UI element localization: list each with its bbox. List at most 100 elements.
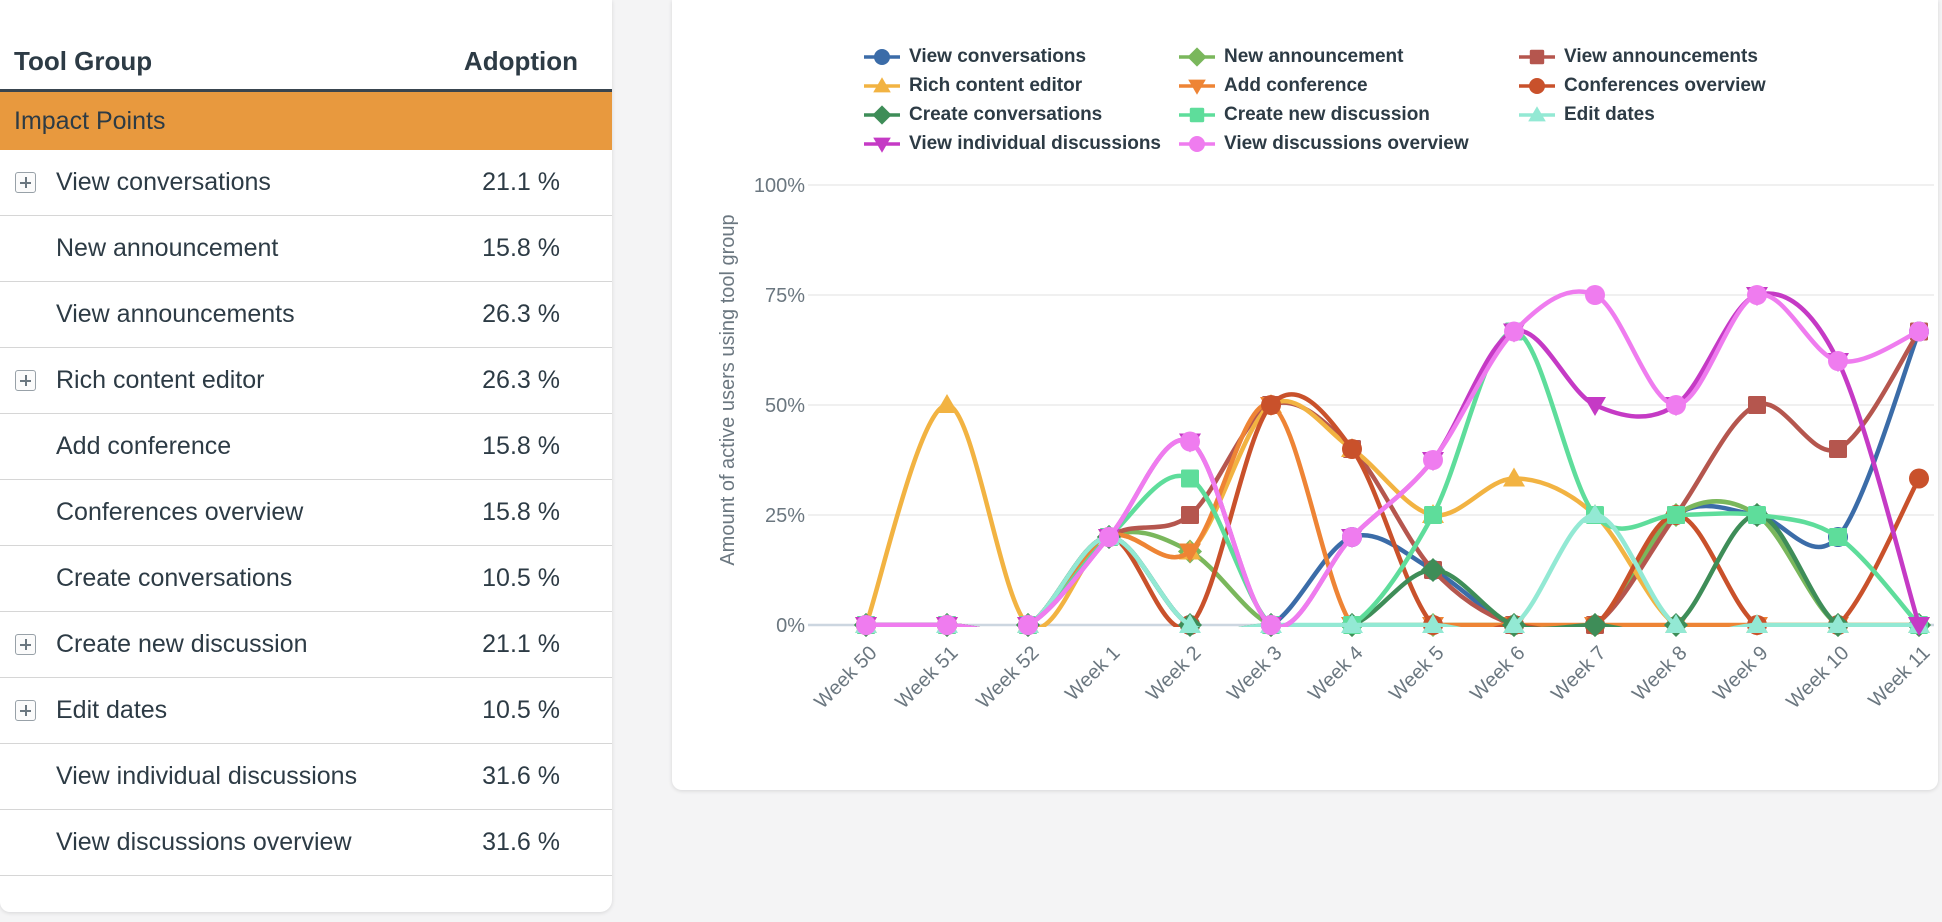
data-point-marker[interactable] <box>1189 136 1205 152</box>
data-point-marker[interactable] <box>1261 395 1281 415</box>
data-point-marker[interactable] <box>1180 431 1200 452</box>
tool-group-label: New announcement <box>56 234 279 262</box>
data-point-marker[interactable] <box>1829 528 1847 546</box>
series-view-conversations[interactable] <box>856 321 1929 637</box>
series-view-announcements[interactable] <box>857 322 1928 636</box>
data-point-marker[interactable] <box>1529 78 1545 94</box>
data-point-marker[interactable] <box>856 615 876 635</box>
legend-item-edit-dates[interactable]: Edit dates <box>1517 102 1655 128</box>
data-point-marker[interactable] <box>1748 396 1766 414</box>
data-point-marker[interactable] <box>1909 468 1929 489</box>
legend-marker-icon <box>1179 79 1215 95</box>
data-point-marker[interactable] <box>1829 440 1847 458</box>
series-rich-content-editor[interactable] <box>855 394 1930 633</box>
data-point-marker[interactable] <box>873 137 891 153</box>
legend-marker-icon <box>864 105 900 125</box>
legend-item-new-announcement[interactable]: New announcement <box>1177 44 1403 70</box>
data-point-marker[interactable] <box>937 615 957 635</box>
y-axis-tick-label: 0% <box>776 615 805 637</box>
legend-label: New announcement <box>1224 46 1404 67</box>
expand-row-button[interactable] <box>15 172 36 193</box>
data-point-marker[interactable] <box>1341 614 1363 633</box>
data-point-marker[interactable] <box>1422 614 1444 633</box>
data-point-marker[interactable] <box>1666 395 1686 415</box>
data-point-marker[interactable] <box>1827 614 1849 633</box>
data-point-marker[interactable] <box>1584 504 1606 523</box>
data-point-marker[interactable] <box>1585 285 1605 305</box>
data-point-marker[interactable] <box>1261 615 1281 635</box>
data-point-marker[interactable] <box>1181 506 1199 524</box>
legend-item-view-discussions-overview[interactable]: View discussions overview <box>1177 131 1469 157</box>
data-point-marker[interactable] <box>1908 617 1930 636</box>
legend-item-view-announcements[interactable]: View announcements <box>1517 44 1758 70</box>
y-axis-tick-label: 50% <box>765 395 805 417</box>
tool-group-label: View conversations <box>56 168 271 196</box>
expand-row-button[interactable] <box>15 700 36 721</box>
x-axis-tick-label: Week 9 <box>1709 642 1772 705</box>
legend-item-view-conversations[interactable]: View conversations <box>862 44 1086 70</box>
data-point-marker[interactable] <box>1503 614 1525 633</box>
legend-item-add-conference[interactable]: Add conference <box>1177 73 1368 99</box>
data-point-marker[interactable] <box>874 49 890 65</box>
data-point-marker[interactable] <box>1667 506 1685 524</box>
data-point-marker[interactable] <box>1747 285 1767 305</box>
adoption-value: 15.8 % <box>482 432 560 460</box>
data-point-marker[interactable] <box>873 77 891 93</box>
data-point-marker[interactable] <box>1424 506 1442 524</box>
data-point-marker[interactable] <box>1179 614 1201 633</box>
adoption-value: 21.1 % <box>482 630 560 658</box>
data-point-marker[interactable] <box>1528 106 1546 122</box>
data-point-marker[interactable] <box>1828 351 1848 371</box>
data-point-marker[interactable] <box>1420 557 1446 583</box>
data-point-marker[interactable] <box>1342 527 1362 547</box>
y-axis-tick-label: 100% <box>754 175 805 197</box>
group-header-row[interactable]: Impact Points <box>0 92 612 150</box>
x-axis-tick-label: Week 52 <box>972 642 1043 713</box>
data-point-marker[interactable] <box>1018 615 1038 635</box>
adoption-line-chart[interactable]: 100% 75% 50% 25% 0% Amount of active users us… <box>672 0 1938 790</box>
data-point-marker[interactable] <box>1099 527 1119 547</box>
series-view-discussions-overview[interactable] <box>856 285 1929 635</box>
legend-item-view-individual-discussions[interactable]: View individual discussions <box>862 131 1161 157</box>
legend-item-rich-content-editor[interactable]: Rich content editor <box>862 73 1082 99</box>
table-row: Create new discussion 21.1 % <box>0 612 612 678</box>
data-point-marker[interactable] <box>1748 506 1766 524</box>
expand-row-button[interactable] <box>15 370 36 391</box>
data-point-marker[interactable] <box>1665 614 1687 633</box>
data-point-marker[interactable] <box>1423 450 1443 470</box>
adoption-value: 26.3 % <box>482 300 560 328</box>
expand-row-button[interactable] <box>15 634 36 655</box>
data-point-marker[interactable] <box>1584 397 1606 416</box>
data-point-marker[interactable] <box>1181 469 1199 488</box>
data-point-marker[interactable] <box>1189 107 1205 123</box>
data-point-marker[interactable] <box>1909 321 1929 342</box>
x-axis-tick-label: Week 5 <box>1385 642 1448 705</box>
adoption-value: 10.5 % <box>482 564 560 592</box>
data-point-marker[interactable] <box>1582 612 1608 638</box>
x-axis-tick-label: Week 3 <box>1223 642 1286 705</box>
data-point-marker[interactable] <box>1342 439 1362 459</box>
data-point-marker[interactable] <box>1188 79 1206 95</box>
table-body: View conversations 21.1 % New announcement… <box>0 150 612 876</box>
adoption-value: 10.5 % <box>482 696 560 724</box>
data-point-marker[interactable] <box>1503 467 1525 487</box>
data-point-marker[interactable] <box>1504 321 1524 342</box>
x-axis-tick-label: Week 2 <box>1142 642 1205 705</box>
legend-marker-icon <box>864 137 900 153</box>
tool-group-label: Rich content editor <box>56 366 265 394</box>
group-header-label: Impact Points <box>14 106 166 135</box>
tool-group-label: Add conference <box>56 432 232 460</box>
x-axis-tick-label: Week 6 <box>1466 642 1529 705</box>
data-point-marker[interactable] <box>936 394 958 413</box>
legend-marker-icon <box>1179 136 1215 152</box>
x-axis-tick-label: Week 4 <box>1304 642 1367 705</box>
legend-label: Add conference <box>1224 75 1368 96</box>
legend-marker-icon <box>1519 106 1555 122</box>
legend-item-create-new-discussion[interactable]: Create new discussion <box>1177 102 1430 128</box>
series-create-conversations[interactable] <box>853 502 1932 638</box>
data-point-marker[interactable] <box>1529 49 1545 65</box>
data-point-marker[interactable] <box>1746 614 1768 633</box>
legend-item-create-conversations[interactable]: Create conversations <box>862 102 1102 128</box>
legend-item-conferences-overview[interactable]: Conferences overview <box>1517 73 1766 99</box>
data-point-marker[interactable] <box>1179 543 1201 563</box>
